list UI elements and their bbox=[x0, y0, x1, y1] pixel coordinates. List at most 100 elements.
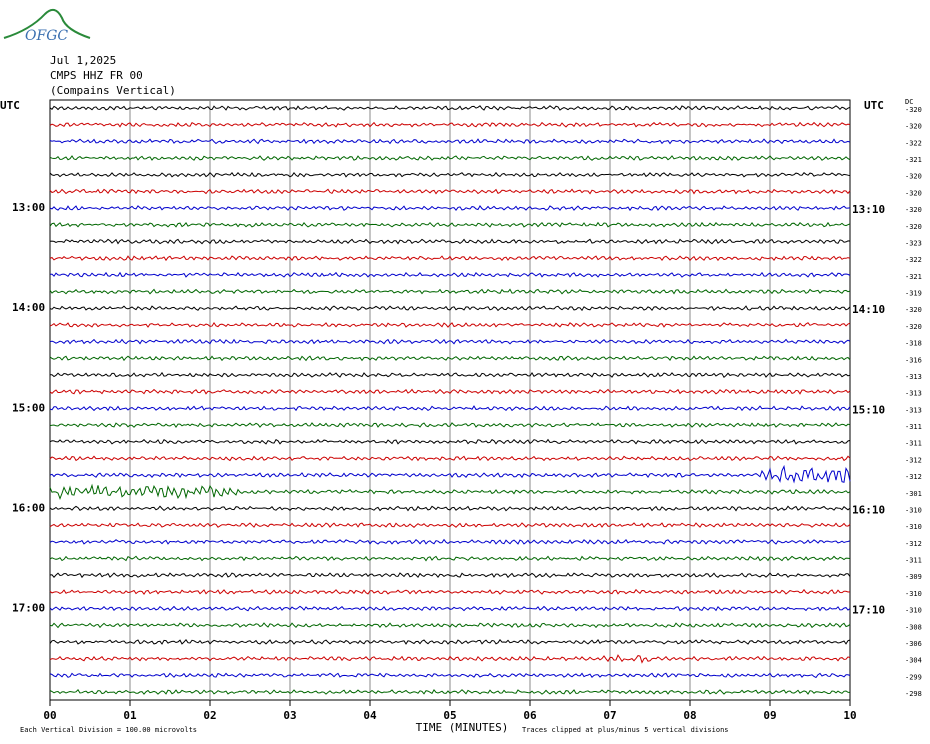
dc-offset: -320 bbox=[905, 106, 922, 114]
left-time-label: 13:00 bbox=[12, 201, 45, 214]
trace bbox=[49, 438, 851, 445]
x-tick-label: 09 bbox=[763, 709, 776, 722]
trace bbox=[49, 689, 851, 695]
dc-title: DC bbox=[905, 98, 913, 106]
right-time-label: 13:10 bbox=[852, 203, 885, 216]
trace bbox=[49, 271, 851, 278]
trace bbox=[49, 522, 851, 528]
dc-offset: -322 bbox=[905, 139, 922, 147]
x-tick-label: 07 bbox=[603, 709, 616, 722]
dc-offset: -298 bbox=[905, 690, 922, 698]
dc-offset: -316 bbox=[905, 356, 922, 364]
dc-offset: -323 bbox=[905, 239, 922, 247]
right-axis-title: UTC bbox=[864, 99, 884, 112]
trace bbox=[49, 672, 851, 679]
dc-offset: -310 bbox=[905, 506, 922, 514]
dc-offset: -312 bbox=[905, 540, 922, 548]
right-time-label: 16:10 bbox=[852, 503, 885, 516]
trace bbox=[49, 405, 851, 412]
trace bbox=[49, 155, 851, 161]
x-axis-title: TIME (MINUTES) bbox=[416, 721, 509, 734]
trace bbox=[49, 121, 851, 128]
dc-offset: -322 bbox=[905, 256, 922, 264]
trace bbox=[49, 538, 851, 545]
dc-offset: -312 bbox=[905, 456, 922, 464]
dc-offset: -313 bbox=[905, 390, 922, 398]
dc-offset: -311 bbox=[905, 440, 922, 448]
trace bbox=[49, 238, 851, 245]
trace bbox=[49, 138, 851, 145]
dc-offset: -320 bbox=[905, 173, 922, 181]
trace bbox=[49, 305, 851, 312]
x-tick-label: 06 bbox=[523, 709, 537, 722]
dc-offset: -311 bbox=[905, 557, 922, 565]
trace bbox=[49, 422, 851, 429]
trace bbox=[49, 505, 851, 512]
dc-offset: -310 bbox=[905, 590, 922, 598]
left-time-label: 16:00 bbox=[12, 501, 45, 514]
dc-offset: -312 bbox=[905, 473, 922, 481]
trace bbox=[49, 455, 851, 462]
trace bbox=[49, 188, 851, 195]
dc-offset: -320 bbox=[905, 189, 922, 197]
trace bbox=[49, 572, 851, 579]
trace bbox=[49, 255, 851, 262]
scale-note: Each Vertical Division = 100.00 microvol… bbox=[20, 726, 197, 734]
x-tick-label: 01 bbox=[123, 709, 137, 722]
trace bbox=[50, 371, 851, 378]
x-tick-label: 08 bbox=[683, 709, 696, 722]
date: Jul 1,2025 bbox=[50, 54, 116, 67]
trace bbox=[49, 555, 851, 562]
logo-mountain bbox=[3, 8, 91, 39]
left-axis-title: UTC bbox=[0, 99, 20, 112]
right-time-label: 17:10 bbox=[852, 604, 885, 617]
trace bbox=[49, 338, 851, 345]
dc-offset: -319 bbox=[905, 290, 922, 298]
logo-text: OFGC bbox=[25, 28, 68, 44]
x-tick-label: 04 bbox=[363, 709, 377, 722]
dc-offset: -320 bbox=[905, 306, 922, 314]
trace bbox=[49, 105, 851, 111]
x-tick-label: 02 bbox=[203, 709, 216, 722]
x-tick-label: 03 bbox=[283, 709, 296, 722]
dc-offset: -320 bbox=[905, 323, 922, 331]
trace bbox=[49, 605, 851, 612]
trace bbox=[49, 288, 851, 295]
dc-offset: -306 bbox=[905, 640, 922, 648]
dc-offset: -299 bbox=[905, 673, 922, 681]
trace bbox=[49, 204, 851, 212]
trace bbox=[49, 483, 851, 501]
trace bbox=[49, 171, 851, 178]
clip-note: Traces clipped at plus/minus 5 vertical … bbox=[522, 726, 729, 734]
x-tick-label: 10 bbox=[843, 709, 856, 722]
trace bbox=[49, 654, 851, 664]
left-time-label: 14:00 bbox=[12, 301, 45, 314]
dc-offset: -321 bbox=[905, 156, 922, 164]
dc-offset: -304 bbox=[905, 657, 922, 665]
dc-offset: -313 bbox=[905, 373, 922, 381]
location: (Compains Vertical) bbox=[50, 84, 176, 97]
trace bbox=[49, 388, 851, 395]
trace bbox=[49, 221, 851, 228]
x-tick-label: 05 bbox=[443, 709, 456, 722]
right-time-label: 15:10 bbox=[852, 403, 885, 416]
right-time-label: 14:10 bbox=[852, 303, 885, 316]
dc-offset: -309 bbox=[905, 573, 922, 581]
dc-offset: -308 bbox=[905, 623, 922, 631]
dc-offset: -321 bbox=[905, 273, 922, 281]
station: CMPS HHZ FR 00 bbox=[50, 69, 143, 82]
dc-offset: -313 bbox=[905, 406, 922, 414]
left-time-label: 17:00 bbox=[12, 602, 45, 615]
logo: OFGC bbox=[3, 8, 91, 44]
left-time-label: 15:00 bbox=[12, 401, 45, 414]
trace bbox=[49, 321, 851, 328]
dc-offset: -320 bbox=[905, 223, 922, 231]
trace bbox=[49, 355, 851, 362]
x-tick-label: 00 bbox=[43, 709, 56, 722]
dc-offset: -318 bbox=[905, 340, 922, 348]
trace bbox=[49, 622, 851, 629]
dc-offset: -310 bbox=[905, 607, 922, 615]
trace bbox=[49, 464, 851, 484]
